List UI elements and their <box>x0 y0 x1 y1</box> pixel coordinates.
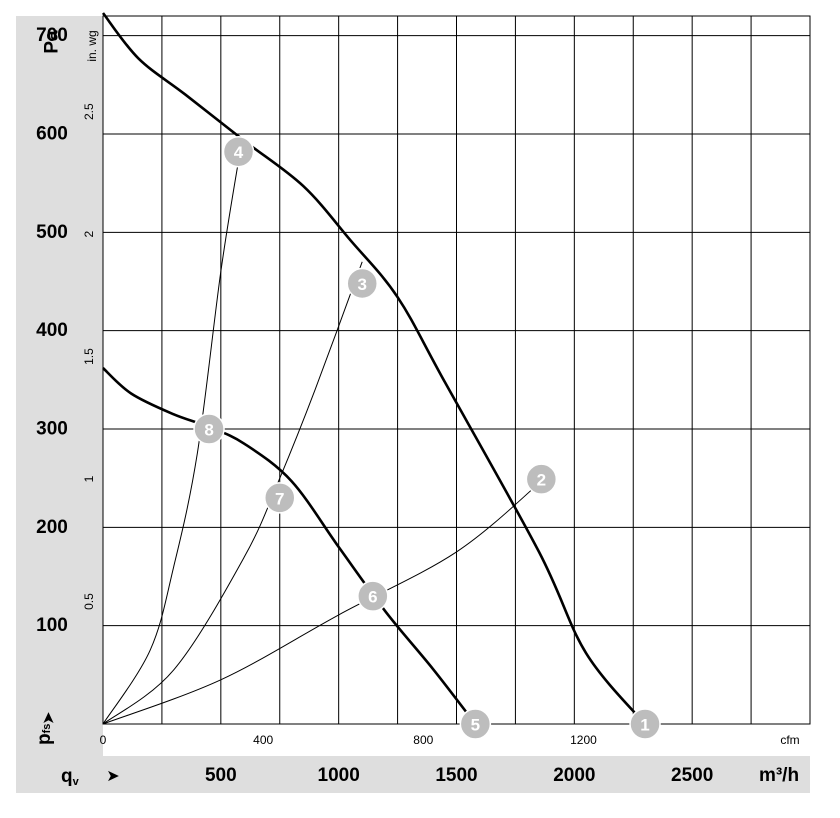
operating-point-label: 1 <box>640 716 649 735</box>
series-group <box>101 12 646 725</box>
cfm-tick-label: 1200 <box>570 733 597 747</box>
bottom-axis-band <box>16 756 810 793</box>
qv-symbol-main: q <box>61 766 73 787</box>
pa-tick-label: 200 <box>36 517 68 538</box>
inwg-axis-ticks: 0.5 1 1.5 2 2.5 <box>82 103 96 610</box>
operating-point-marker <box>222 135 255 168</box>
pfs-symbol-main: p <box>34 733 55 745</box>
operating-point-label: 5 <box>471 716 480 735</box>
pfs-symbol-sub: fs <box>41 724 53 734</box>
operating-point-marker <box>459 708 492 740</box>
inwg-tick-label: 2.5 <box>82 103 96 120</box>
inwg-tick-label: 0.5 <box>82 593 96 610</box>
left-axis-band <box>16 16 103 793</box>
system-line-mid <box>102 261 363 725</box>
pa-tick-label: 100 <box>36 615 68 636</box>
operating-point-label: 7 <box>275 489 284 508</box>
system-line-steep <box>102 153 241 725</box>
inwg-unit-label: in. wg <box>85 30 99 61</box>
m3h-tick-label: 500 <box>205 765 237 786</box>
inwg-tick-label: 1 <box>82 475 96 482</box>
m3h-tick-label: 2500 <box>671 765 713 786</box>
operating-point-label: 3 <box>357 275 366 294</box>
operating-point-label: 6 <box>368 588 377 607</box>
operating-point-marker <box>346 267 378 300</box>
operating-point-label: 4 <box>234 143 244 162</box>
cfm-tick-label: 400 <box>253 733 273 747</box>
operating-point-marker <box>193 413 225 445</box>
curve-upper <box>101 12 646 725</box>
pa-axis-ticks: 100 200 300 400 500 600 700 <box>36 25 68 636</box>
inwg-tick-label: 1.5 <box>82 348 96 365</box>
inwg-tick-label: 2 <box>82 230 96 237</box>
operating-point-marker <box>357 580 389 612</box>
pfs-axis-symbol: pfs <box>34 724 55 745</box>
operating-point-marker <box>264 482 296 514</box>
plot-frame <box>102 15 811 725</box>
pfs-arrow-icon: ➤ <box>39 711 58 724</box>
pa-tick-label: 500 <box>36 222 68 243</box>
pa-tick-label: 600 <box>36 124 68 145</box>
cfm-unit-label: cfm <box>780 733 799 747</box>
pa-tick-label: 300 <box>36 419 68 440</box>
m3h-axis-ticks: 500 1000 1500 2000 2500 <box>205 765 713 786</box>
pa-tick-label: 700 <box>36 25 68 46</box>
svg-text:pfs: pfs <box>34 724 55 745</box>
pa-tick-label: 400 <box>36 320 68 341</box>
pa-unit-label: Pa <box>42 30 63 54</box>
m3h-tick-label: 1500 <box>435 765 477 786</box>
operating-point-marker <box>629 708 661 740</box>
m3h-unit-label: m³/h <box>759 765 799 786</box>
operating-point-label: 8 <box>204 421 213 440</box>
cfm-tick-label: 800 <box>413 733 433 747</box>
operating-point-label: 2 <box>537 471 546 490</box>
qv-symbol-sub: v <box>73 776 80 788</box>
system-line-flat <box>102 478 545 725</box>
cfm-tick-label: 0 <box>100 733 107 747</box>
m3h-tick-label: 1000 <box>318 765 360 786</box>
qv-arrow-icon: ➤ <box>106 766 119 785</box>
operating-points: 1 2 3 4 5 6 7 8 <box>193 135 661 740</box>
cfm-axis-ticks: 0 400 800 1200 <box>100 733 597 747</box>
qv-axis-symbol: qv <box>61 766 80 788</box>
operating-point-marker <box>525 463 558 495</box>
m3h-tick-label: 2000 <box>553 765 595 786</box>
grid <box>102 15 811 725</box>
